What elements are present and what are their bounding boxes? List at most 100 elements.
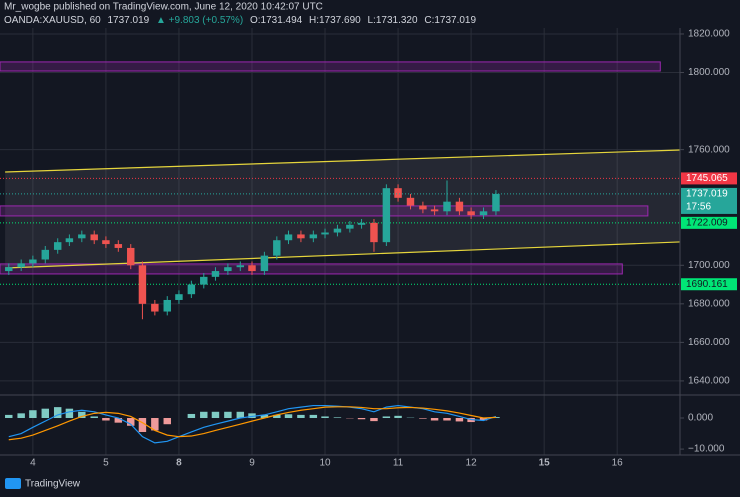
macd-histogram bbox=[138, 418, 147, 432]
candle-body bbox=[248, 265, 256, 272]
candle-body bbox=[127, 247, 135, 266]
candle-body bbox=[138, 265, 147, 304]
level-label: 1690.161 bbox=[686, 279, 728, 290]
candle-body bbox=[357, 222, 366, 225]
macd-histogram bbox=[236, 411, 245, 419]
candle-body bbox=[200, 276, 208, 285]
candle-body bbox=[41, 249, 50, 260]
macd-histogram bbox=[187, 413, 196, 419]
candle-body bbox=[455, 201, 464, 212]
last-price: 1737.019 bbox=[107, 15, 149, 26]
macd-histogram bbox=[382, 416, 391, 419]
macd-histogram bbox=[211, 411, 220, 419]
zone bbox=[0, 61, 661, 72]
candle-body bbox=[102, 240, 110, 245]
x-tick-label: 8 bbox=[176, 458, 182, 469]
channel-line bbox=[5, 149, 681, 173]
symbol-line: OANDA:XAUUSD, 60 1737.019 ▲ +9.803 (+0.5… bbox=[4, 15, 476, 26]
macd-histogram bbox=[297, 414, 305, 419]
candle-body bbox=[479, 211, 488, 216]
macd-histogram bbox=[419, 418, 427, 419]
candle-body bbox=[17, 263, 25, 268]
macd-histogram bbox=[151, 418, 159, 431]
candle-body bbox=[273, 240, 281, 256]
macd-histogram bbox=[479, 418, 488, 421]
macd-tick-label: 0.000 bbox=[688, 413, 713, 424]
macd-histogram bbox=[53, 407, 62, 419]
macd-histogram bbox=[321, 416, 329, 419]
macd-histogram bbox=[394, 415, 402, 419]
candle-body bbox=[211, 271, 220, 277]
candle-body bbox=[430, 209, 439, 212]
level-label: 1722.009 bbox=[686, 217, 728, 228]
macd-histogram bbox=[370, 418, 378, 422]
macd-histogram bbox=[224, 411, 232, 419]
level-tag bbox=[681, 216, 737, 229]
macd-histogram bbox=[309, 414, 318, 419]
macd-histogram bbox=[127, 418, 135, 426]
candle-body bbox=[65, 238, 74, 243]
ohlc: O:1731.494 bbox=[250, 15, 303, 26]
candle-body bbox=[333, 228, 342, 233]
candle-body bbox=[224, 267, 232, 272]
macd-histogram bbox=[114, 418, 123, 423]
level-tag bbox=[681, 172, 737, 185]
macd-tick-label: −10.000 bbox=[688, 444, 725, 455]
candle-body bbox=[346, 224, 354, 229]
symbol: OANDA:XAUUSD, 60 bbox=[4, 15, 101, 26]
zone bbox=[0, 263, 623, 275]
logo bbox=[5, 478, 21, 489]
macd-histogram bbox=[333, 417, 342, 419]
ohlc: L:1731.320 bbox=[368, 15, 418, 26]
macd-histogram bbox=[357, 418, 366, 420]
macd-histogram bbox=[273, 414, 281, 419]
y-tick-label: 1640.000 bbox=[688, 376, 730, 387]
macd-histogram bbox=[78, 411, 86, 419]
channel-line bbox=[5, 241, 681, 269]
level-tag bbox=[681, 278, 737, 291]
change: ▲ +9.803 (+0.57%) bbox=[156, 15, 243, 26]
x-tick-label: 5 bbox=[103, 458, 109, 469]
candle-body bbox=[443, 201, 451, 212]
level-label: 1745.065 bbox=[686, 173, 728, 184]
x-tick-label: 16 bbox=[612, 458, 624, 469]
candle-body bbox=[467, 211, 475, 216]
candle-body bbox=[382, 188, 391, 243]
candle-body bbox=[175, 294, 183, 300]
macd-histogram bbox=[163, 418, 171, 425]
macd-histogram bbox=[90, 416, 98, 419]
y-tick-label: 1800.000 bbox=[688, 67, 730, 78]
y-tick-label: 1760.000 bbox=[688, 144, 730, 155]
logo-icon bbox=[5, 478, 21, 489]
macd-histogram bbox=[17, 413, 25, 419]
macd-histogram bbox=[260, 414, 269, 419]
channel-fill bbox=[5, 150, 680, 268]
macd-histogram bbox=[248, 413, 256, 419]
plot bbox=[0, 28, 681, 455]
y-tick-label: 1680.000 bbox=[688, 298, 730, 309]
candle-body bbox=[151, 303, 159, 312]
candle-body bbox=[419, 205, 427, 210]
candle-body bbox=[406, 197, 415, 206]
macd-histogram bbox=[200, 411, 208, 419]
candle-body bbox=[492, 193, 500, 212]
candle-body bbox=[5, 267, 13, 272]
macd-histogram bbox=[65, 408, 74, 419]
candle-body bbox=[309, 234, 318, 239]
candle-body bbox=[163, 299, 171, 312]
x-tick-label: 10 bbox=[319, 458, 331, 469]
candle-body bbox=[187, 284, 196, 295]
candle-body bbox=[114, 244, 123, 248]
candle-body bbox=[321, 232, 329, 235]
candle-body bbox=[78, 234, 86, 239]
x-tick-label: 15 bbox=[539, 458, 551, 469]
y-tick-label: 1660.000 bbox=[688, 337, 730, 348]
last-price-tag bbox=[681, 187, 737, 214]
candle-body bbox=[90, 234, 98, 241]
candle-body bbox=[297, 234, 305, 239]
x-tick-label: 12 bbox=[466, 458, 478, 469]
x-tick-label: 4 bbox=[30, 458, 36, 469]
zone bbox=[0, 205, 649, 217]
x-tick-label: 11 bbox=[393, 458, 404, 469]
last-price-label: 1737.019 bbox=[686, 189, 728, 200]
